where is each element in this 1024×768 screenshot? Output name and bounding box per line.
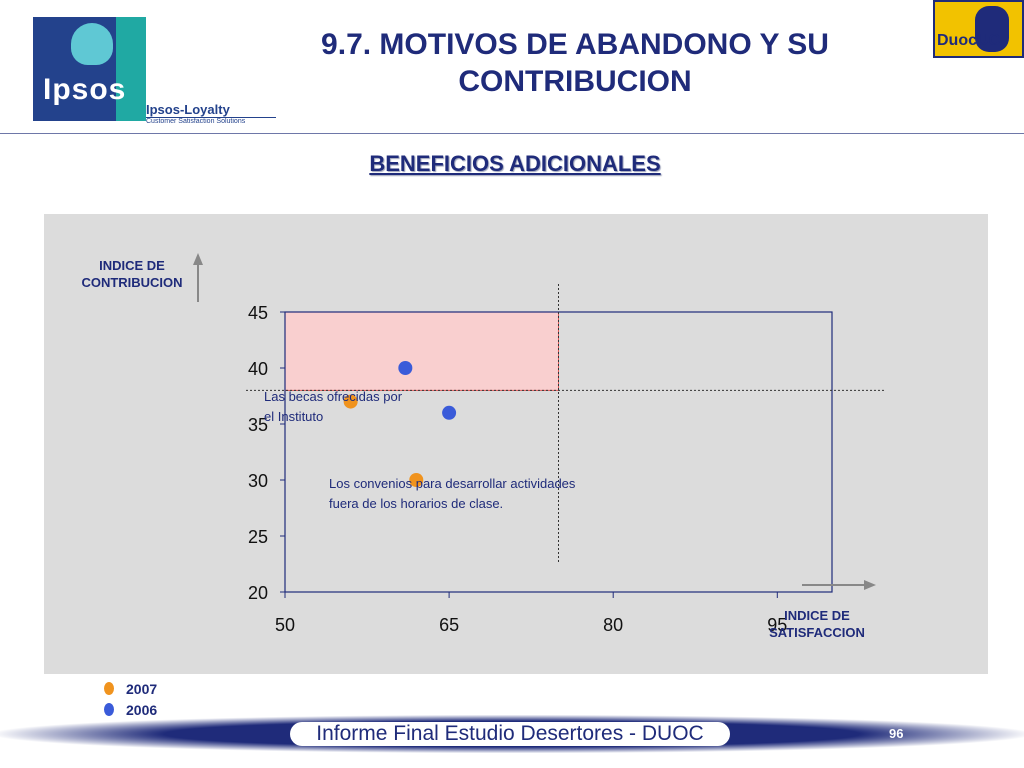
annotation-label: el Instituto [264,409,323,424]
chart-panel [44,214,988,674]
data-point-2006 [442,405,457,420]
y-axis-label: CONTRIBUCION [81,275,182,290]
duoc-logo: DuocUC [933,0,1024,58]
footer: Informe Final Estudio Desertores - DUOC … [0,715,1024,753]
highlight-quadrant [284,311,559,391]
legend-swatch-2006 [104,703,114,716]
footer-text: Informe Final Estudio Desertores - DUOC [290,722,730,746]
legend-item-2006: 2006 [104,699,157,720]
y-tick-label: 30 [248,471,268,491]
legend-label-2006: 2006 [126,701,158,718]
duoc-seal-icon [975,6,1009,52]
legend-item-2007: 2007 [104,678,157,699]
data-point-2007 [409,473,424,487]
x-tick-label: 80 [603,615,623,635]
header-divider [0,133,1024,134]
x-axis-arrowhead-icon [864,580,876,590]
ipsos-logo-text: Ipsos [43,73,127,106]
annotation-label: Los convenios para desarrollar actividad… [329,476,576,491]
y-axis-arrowhead-icon [193,253,203,265]
legend-label-2007: 2007 [126,680,158,697]
data-point-2006 [398,361,413,375]
y-axis-label: INDICE DE [99,258,165,273]
chart-title: BENEFICIOS ADICIONALES [369,151,661,176]
page-title: 9.7. MOTIVOS DE ABANDONO Y SU CONTRIBUCI… [321,28,829,98]
annotation-label: fuera de los horarios de clase. [329,496,503,511]
y-tick-label: 40 [248,359,268,379]
legend-swatch-2007 [104,682,114,695]
x-axis-label: INDICE DE [784,608,850,623]
ipsos-head-icon [71,23,113,65]
ipsos-logo: Ipsos [33,17,146,121]
data-point-2007 [343,394,358,409]
y-tick-label: 35 [248,415,268,435]
ipsos-logo-stripe [116,17,146,121]
x-tick-label: 50 [275,615,295,635]
page-number: 96 [889,726,904,741]
annotation-label: Las becas ofrecidas por [264,389,403,404]
duoc-logo-text: DuocUC [937,32,1001,49]
y-tick-label: 45 [248,303,268,323]
y-tick-label: 20 [248,583,268,603]
x-tick-label: 65 [439,615,459,635]
loyalty-tagline: Customer Satisfaction Solutions [146,117,276,126]
y-tick-label: 25 [248,527,268,547]
legend: 2007 2006 [104,678,157,720]
loyalty-title: Ipsos-Loyalty [146,102,230,117]
x-tick-label: 95 [767,615,787,635]
x-axis-label: SATISFACCION [769,625,865,640]
ipsos-loyalty-logo: Ipsos-Loyalty Customer Satisfaction Solu… [146,103,276,126]
